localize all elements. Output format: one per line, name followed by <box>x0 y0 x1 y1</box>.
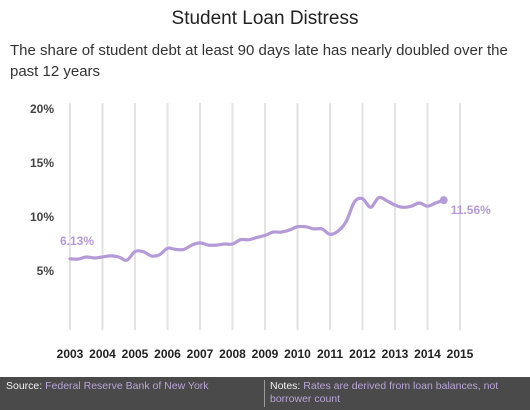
notes-text: Rates are derived from loan balances, no… <box>270 380 499 405</box>
x-tick-label: 2003 <box>57 347 84 361</box>
notes-key: Notes: <box>270 380 301 392</box>
chart-subtitle: The share of student debt at least 90 da… <box>10 42 508 80</box>
data-label-end: 11.56% <box>451 203 491 217</box>
series-line <box>68 195 446 262</box>
x-tick-label: 2015 <box>447 347 474 361</box>
notes: Notes: Rates are derived from loan balan… <box>270 380 520 406</box>
data-label-start: 6.13% <box>60 234 94 248</box>
x-tick-label: 2006 <box>154 347 181 361</box>
y-tick-label: 15% <box>30 156 54 170</box>
y-tick-label: 20% <box>30 102 54 116</box>
x-tick-label: 2010 <box>284 347 311 361</box>
source-note: Source: Federal Reserve Bank of New York <box>6 380 256 393</box>
x-tick-label: 2012 <box>349 347 376 361</box>
grid-lines <box>69 103 461 330</box>
footer-divider <box>264 380 265 407</box>
footer: Source: Federal Reserve Bank of New York… <box>0 377 530 410</box>
line-chart: 5% 10% 15% 20% 2003 2004 2005 2006 2007 2008 2009… <box>30 102 491 361</box>
series-group <box>68 195 446 262</box>
x-axis-labels: 2003 2004 2005 2006 2007 2008 2009 2010 2011 2012… <box>57 347 474 361</box>
x-tick-label: 2008 <box>219 347 246 361</box>
x-tick-label: 2007 <box>187 347 214 361</box>
x-tick-label: 2011 <box>317 347 343 361</box>
source-key: Source: <box>6 380 43 392</box>
x-tick-label: 2004 <box>89 347 116 361</box>
end-point-marker <box>439 196 448 205</box>
x-tick-label: 2013 <box>382 347 409 361</box>
x-tick-label: 2009 <box>252 347 279 361</box>
chart-title: Student Loan Distress <box>171 8 359 29</box>
x-tick-label: 2005 <box>122 347 149 361</box>
annotations: 6.13% 11.56% <box>60 196 491 248</box>
source-link[interactable]: Federal Reserve Bank of New York <box>45 380 209 392</box>
y-axis-labels: 5% 10% 15% 20% <box>30 102 54 278</box>
x-tick-label: 2014 <box>414 347 441 361</box>
y-tick-label: 5% <box>37 264 55 278</box>
y-tick-label: 10% <box>30 210 54 224</box>
